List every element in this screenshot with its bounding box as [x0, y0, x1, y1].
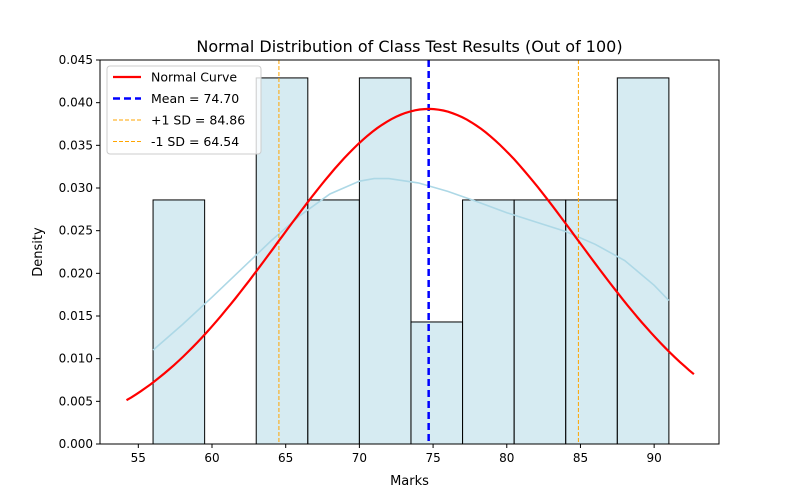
y-tick-label: 0.035 — [59, 138, 93, 152]
histogram-bar-6 — [462, 199, 515, 445]
y-tick-label: 0.010 — [59, 352, 93, 366]
x-axis: 55 60 65 70 75 80 85 90 — [131, 444, 662, 465]
x-tick-label: 85 — [573, 451, 588, 465]
y-tick-label: 0.045 — [59, 53, 93, 67]
vline-layer — [278, 60, 579, 444]
y-tick-label: 0.025 — [59, 224, 93, 238]
x-tick-label: 60 — [204, 451, 219, 465]
normal-curve — [125, 107, 695, 402]
y-tick-label: 0.040 — [59, 96, 93, 110]
x-tick-label: 80 — [499, 451, 514, 465]
chart-title: Normal Distribution of Class Test Result… — [196, 37, 622, 56]
histogram-bar-3 — [307, 199, 360, 445]
kde-curve — [152, 177, 670, 351]
legend-box — [106, 65, 262, 155]
normal-layer — [125, 107, 695, 402]
x-tick-label: 90 — [647, 451, 662, 465]
plot-frame — [99, 59, 720, 445]
bars-layer — [152, 77, 670, 445]
y-tick-label: 0.020 — [59, 266, 93, 280]
legend-label-0: Normal Curve — [151, 70, 237, 85]
legend: Normal Curve Mean = 74.70 +1 SD = 84.86 -1 … — [106, 65, 262, 155]
legend-label-2: +1 SD = 84.86 — [151, 113, 245, 128]
y-tick-label: 0.000 — [59, 437, 93, 451]
histogram-bar-8 — [565, 199, 618, 445]
histogram-bar-4 — [358, 77, 412, 445]
legend-label-1: Mean = 74.70 — [151, 91, 239, 106]
histogram-bar-5 — [410, 321, 464, 445]
histogram-bar-7 — [513, 199, 567, 445]
x-tick-label: 75 — [425, 451, 440, 465]
kde-layer — [152, 177, 670, 351]
y-axis: 0.000 0.005 0.010 0.015 0.020 0.025 0.030 0.035… — [59, 53, 100, 451]
histogram-bar-0 — [152, 199, 206, 445]
y-tick-label: 0.015 — [59, 309, 93, 323]
x-tick-label: 65 — [278, 451, 293, 465]
x-tick-label: 70 — [352, 451, 367, 465]
y-tick-label: 0.030 — [59, 181, 93, 195]
y-tick-label: 0.005 — [59, 394, 93, 408]
x-axis-label: Marks — [390, 474, 429, 489]
x-tick-label: 55 — [131, 451, 146, 465]
y-axis-label: Density — [31, 227, 46, 277]
legend-label-3: -1 SD = 64.54 — [151, 134, 239, 149]
